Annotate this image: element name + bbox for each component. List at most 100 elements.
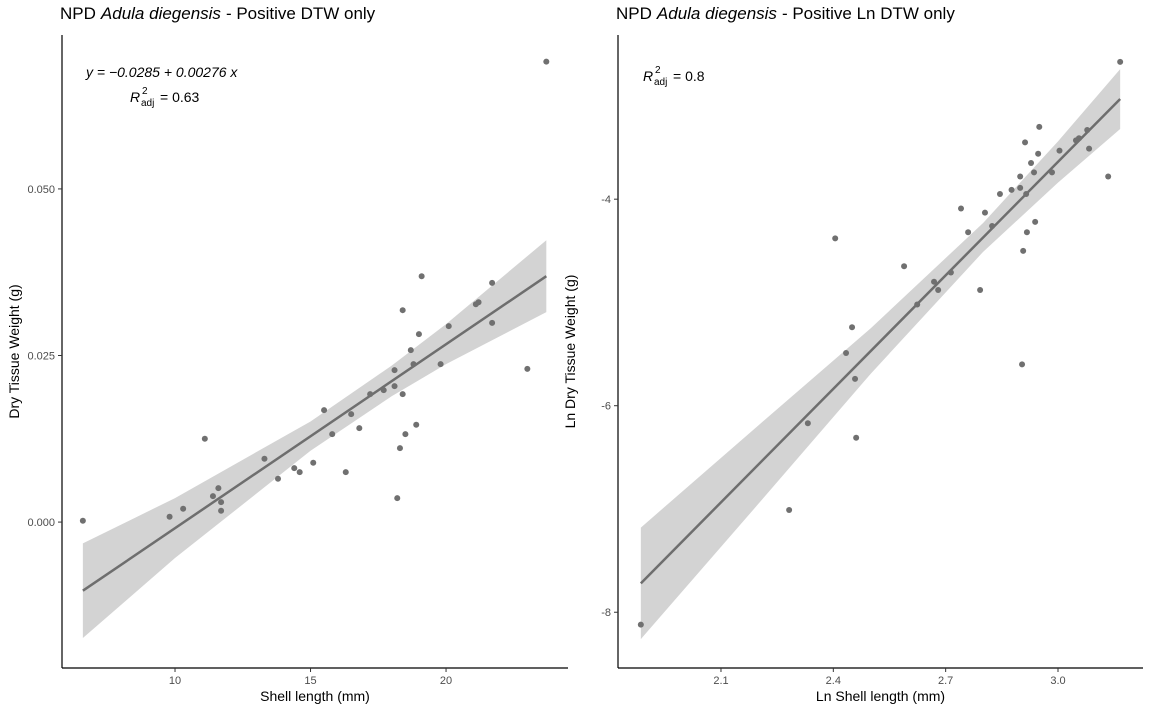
r2-sup: 2: [655, 65, 661, 76]
point: [853, 434, 860, 441]
point: [437, 361, 444, 368]
confidence-band: [640, 69, 1121, 640]
point: [1023, 191, 1030, 198]
point: [965, 229, 972, 236]
point: [261, 455, 268, 462]
title-part: Adula diegensis: [100, 4, 222, 23]
point: [410, 361, 417, 368]
confidence-band: [82, 240, 547, 639]
x-tick-label: 2.1: [713, 675, 728, 687]
point: [786, 507, 793, 514]
point: [849, 324, 856, 331]
point: [1023, 229, 1030, 236]
point: [1056, 147, 1063, 154]
y-axis-title: Ln Dry Tissue Weight (g): [562, 275, 578, 429]
point: [1017, 173, 1024, 180]
point: [843, 350, 850, 357]
point: [931, 278, 938, 285]
point: [914, 301, 921, 308]
point: [947, 269, 954, 276]
title-part: NPD: [616, 4, 652, 23]
point: [989, 223, 996, 230]
x-tick-label: 2.7: [938, 675, 953, 687]
point: [310, 459, 317, 466]
x-tick-label: 10: [169, 675, 181, 687]
point: [1117, 58, 1124, 65]
point: [291, 465, 298, 472]
point: [275, 475, 282, 482]
x-tick-label: 15: [304, 675, 316, 687]
point: [413, 421, 420, 428]
point: [1008, 186, 1015, 193]
title-part: Adula diegensis: [656, 4, 778, 23]
r2-sup: 2: [142, 86, 148, 97]
r2-symbol: R: [643, 68, 653, 84]
point: [1028, 160, 1035, 167]
regression-line: [639, 98, 1122, 585]
point: [977, 287, 984, 294]
y-tick-label: 0.050: [27, 184, 55, 196]
point: [1031, 169, 1038, 176]
point: [1017, 184, 1024, 191]
point: [543, 58, 550, 65]
point: [832, 235, 839, 242]
point: [489, 319, 496, 326]
y-axis-title: Dry Tissue Weight (g): [6, 284, 22, 418]
point: [1086, 145, 1093, 152]
x-tick-label: 20: [440, 675, 452, 687]
point: [394, 495, 401, 502]
point: [1035, 150, 1042, 157]
point: [637, 621, 644, 628]
point: [180, 505, 187, 512]
r2-symbol: R: [130, 89, 140, 105]
x-axis-title: Shell length (mm): [260, 688, 370, 704]
title-part: - Positive Ln DTW only: [782, 4, 955, 23]
point: [804, 420, 811, 427]
point: [901, 263, 908, 270]
point: [1020, 247, 1027, 254]
title-part: - Positive DTW only: [226, 4, 376, 23]
point: [399, 307, 406, 314]
point: [321, 407, 328, 414]
point: [1105, 173, 1112, 180]
point: [852, 375, 859, 382]
point: [958, 205, 965, 212]
point: [215, 485, 222, 492]
point: [348, 411, 355, 418]
point: [402, 431, 409, 438]
y-tick-label: -4: [601, 194, 611, 206]
point: [1075, 135, 1082, 142]
point: [201, 435, 208, 442]
point: [218, 507, 225, 514]
point: [329, 431, 336, 438]
equation: y = −0.0285 + 0.00276 x: [85, 64, 238, 80]
point: [935, 287, 942, 294]
x-axis-title: Ln Shell length (mm): [816, 688, 945, 704]
y-tick-label: -6: [601, 401, 611, 413]
point: [1036, 123, 1043, 130]
point: [391, 383, 398, 390]
point: [79, 517, 86, 524]
point: [524, 365, 531, 372]
point: [445, 323, 452, 330]
point: [1032, 218, 1039, 225]
y-tick-label: 0.025: [27, 350, 55, 362]
chart-title: NPD Adula diegensis - Positive Ln DTW only: [616, 4, 955, 23]
r2-sub: adj: [141, 98, 154, 109]
point: [367, 391, 374, 398]
point: [1049, 169, 1056, 176]
x-tick-label: 3.0: [1050, 675, 1065, 687]
point: [166, 513, 173, 520]
r2-sub: adj: [654, 77, 667, 88]
y-tick-label: 0.000: [27, 517, 55, 529]
point: [1019, 361, 1026, 368]
point: [391, 367, 398, 374]
point: [356, 425, 363, 432]
point: [981, 209, 988, 216]
r2-value: = 0.8: [673, 68, 705, 84]
point: [209, 493, 216, 500]
point: [380, 387, 387, 394]
regression-line: [82, 275, 548, 592]
title-part: NPD: [60, 4, 96, 23]
